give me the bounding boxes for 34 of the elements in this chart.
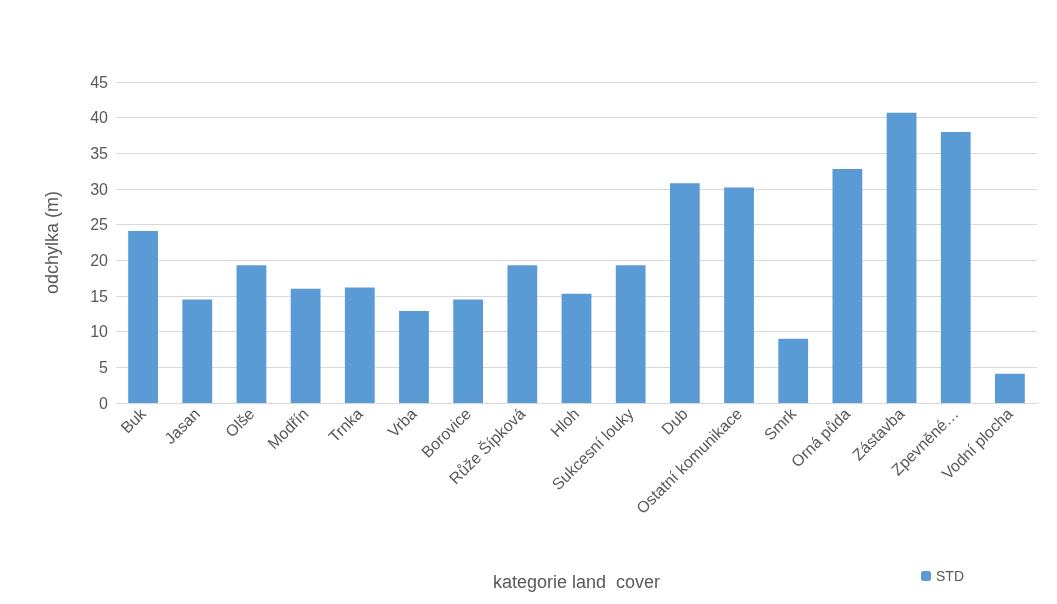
- bar: [615, 265, 646, 403]
- x-tick-label: Vrba: [384, 404, 421, 441]
- y-tick-label: 20: [90, 251, 109, 269]
- y-axis-title: odchylka (m): [42, 190, 62, 295]
- bar: [886, 112, 917, 403]
- y-tick-label: 5: [99, 358, 109, 376]
- x-tick-label: Hloh: [547, 404, 583, 441]
- bar: [344, 287, 375, 403]
- x-axis-title: kategorie land cover: [492, 572, 661, 592]
- y-tick-label: 25: [90, 216, 109, 234]
- bar: [561, 293, 592, 403]
- bar: [290, 288, 321, 403]
- bar: [182, 299, 213, 403]
- bar: [507, 265, 538, 403]
- y-tick-label: 15: [90, 287, 109, 305]
- bar: [995, 373, 1025, 403]
- bar: [128, 231, 158, 403]
- y-tick-label: 45: [90, 73, 109, 91]
- y-tick-label: 0: [99, 394, 109, 412]
- bar: [236, 265, 267, 403]
- x-tick-label: Olše: [222, 404, 258, 441]
- y-tick-label: 10: [90, 323, 109, 341]
- bar: [399, 310, 429, 403]
- bar: [778, 338, 809, 403]
- bar: [669, 183, 700, 403]
- legend-label: STD: [936, 568, 964, 584]
- bar: [940, 131, 971, 403]
- x-tick-label: Buk: [117, 404, 150, 437]
- bar: [832, 169, 863, 403]
- y-tick-label: 35: [90, 144, 109, 162]
- y-tick-label: 40: [90, 109, 109, 127]
- y-tick-label: 30: [90, 180, 109, 198]
- bar: [724, 187, 754, 403]
- bar: [453, 299, 484, 403]
